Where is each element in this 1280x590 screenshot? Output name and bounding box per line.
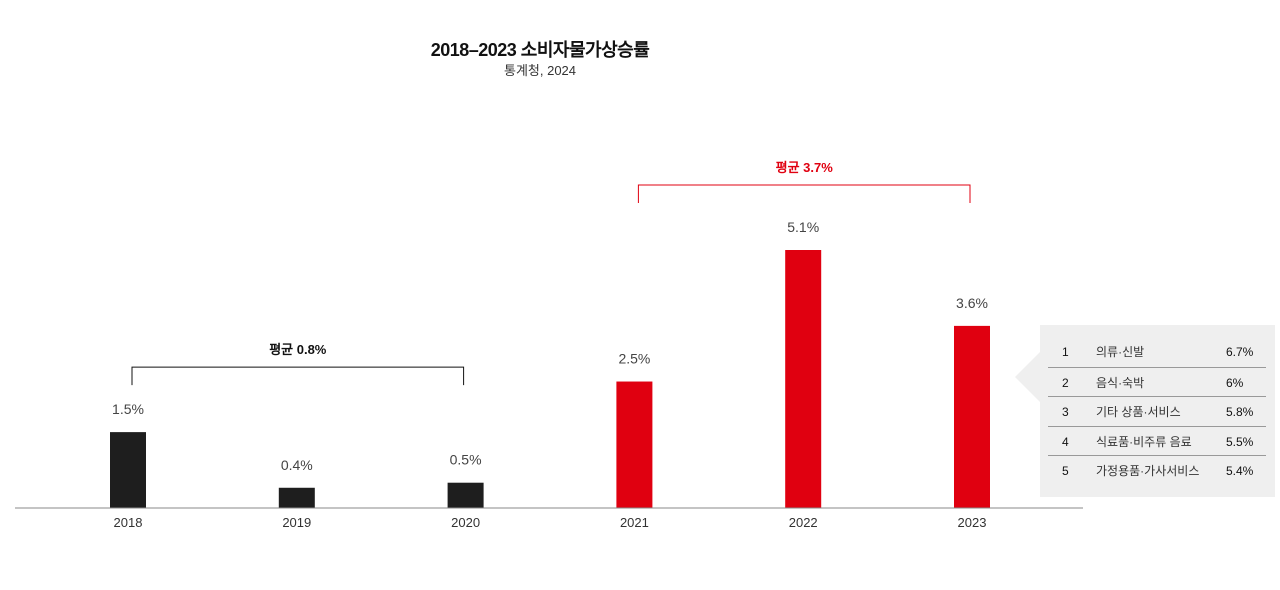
x-tick-label: 2023 xyxy=(958,515,987,530)
category-value: 6% xyxy=(1226,375,1244,390)
bar-2021 xyxy=(616,381,653,508)
chart-title: 2018–2023 소비자물가상승률 xyxy=(430,40,650,60)
x-tick-label: 2022 xyxy=(789,515,818,530)
data-label: 2.5% xyxy=(618,351,650,367)
category-name: 가정용품·가사서비스 xyxy=(1096,464,1200,478)
category-value: 5.5% xyxy=(1226,434,1254,449)
panel-pointer xyxy=(1015,352,1040,402)
ranking-row: 2 음식·숙박 6% xyxy=(1048,367,1266,397)
ranking-row: 5 가정용품·가사서비스 5.4% xyxy=(1048,455,1266,485)
average-label: 평균 3.7% xyxy=(776,160,834,175)
rank: 3 xyxy=(1062,404,1069,419)
x-tick-label: 2018 xyxy=(114,515,143,530)
rank: 4 xyxy=(1062,434,1069,449)
category-name: 의류·신발 xyxy=(1096,345,1145,359)
bar-2023 xyxy=(954,325,990,508)
bar-2020 xyxy=(447,482,484,508)
category-value: 5.4% xyxy=(1226,463,1254,478)
category-ranking-panel: 1 의류·신발 6.7% 2 음식·숙박 6% 3 기타 상품·서비스 5.8% 4 식료품·… xyxy=(1040,325,1275,497)
chart-subtitle: 통계청, 2024 xyxy=(503,63,577,78)
category-value: 6.7% xyxy=(1226,344,1254,359)
x-tick-label: 2020 xyxy=(451,515,480,530)
data-label: 0.4% xyxy=(281,457,313,473)
average-label: 평균 0.8% xyxy=(269,342,327,357)
rank: 5 xyxy=(1062,463,1069,478)
data-label: 3.6% xyxy=(956,295,988,311)
data-label: 1.5% xyxy=(112,401,144,417)
ranking-row: 3 기타 상품·서비스 5.8% xyxy=(1048,396,1266,426)
average-bracket xyxy=(131,366,465,386)
category-value: 5.8% xyxy=(1226,404,1254,419)
x-tick-label: 2019 xyxy=(282,515,311,530)
ranking-row: 1 의류·신발 6.7% xyxy=(1048,337,1266,366)
bar-2022 xyxy=(785,250,822,508)
category-name: 식료품·비주류 음료 xyxy=(1096,435,1192,449)
rank: 1 xyxy=(1062,344,1069,359)
rank: 2 xyxy=(1062,375,1069,390)
bar-2019 xyxy=(278,487,315,508)
category-name: 음식·숙박 xyxy=(1096,376,1145,390)
category-name: 기타 상품·서비스 xyxy=(1096,405,1181,419)
data-label: 0.5% xyxy=(450,452,482,468)
x-tick-label: 2021 xyxy=(620,515,649,530)
bar-2018 xyxy=(110,432,146,508)
average-bracket xyxy=(637,184,971,203)
ranking-row: 4 식료품·비주류 음료 5.5% xyxy=(1048,426,1266,456)
data-label: 5.1% xyxy=(787,219,819,235)
